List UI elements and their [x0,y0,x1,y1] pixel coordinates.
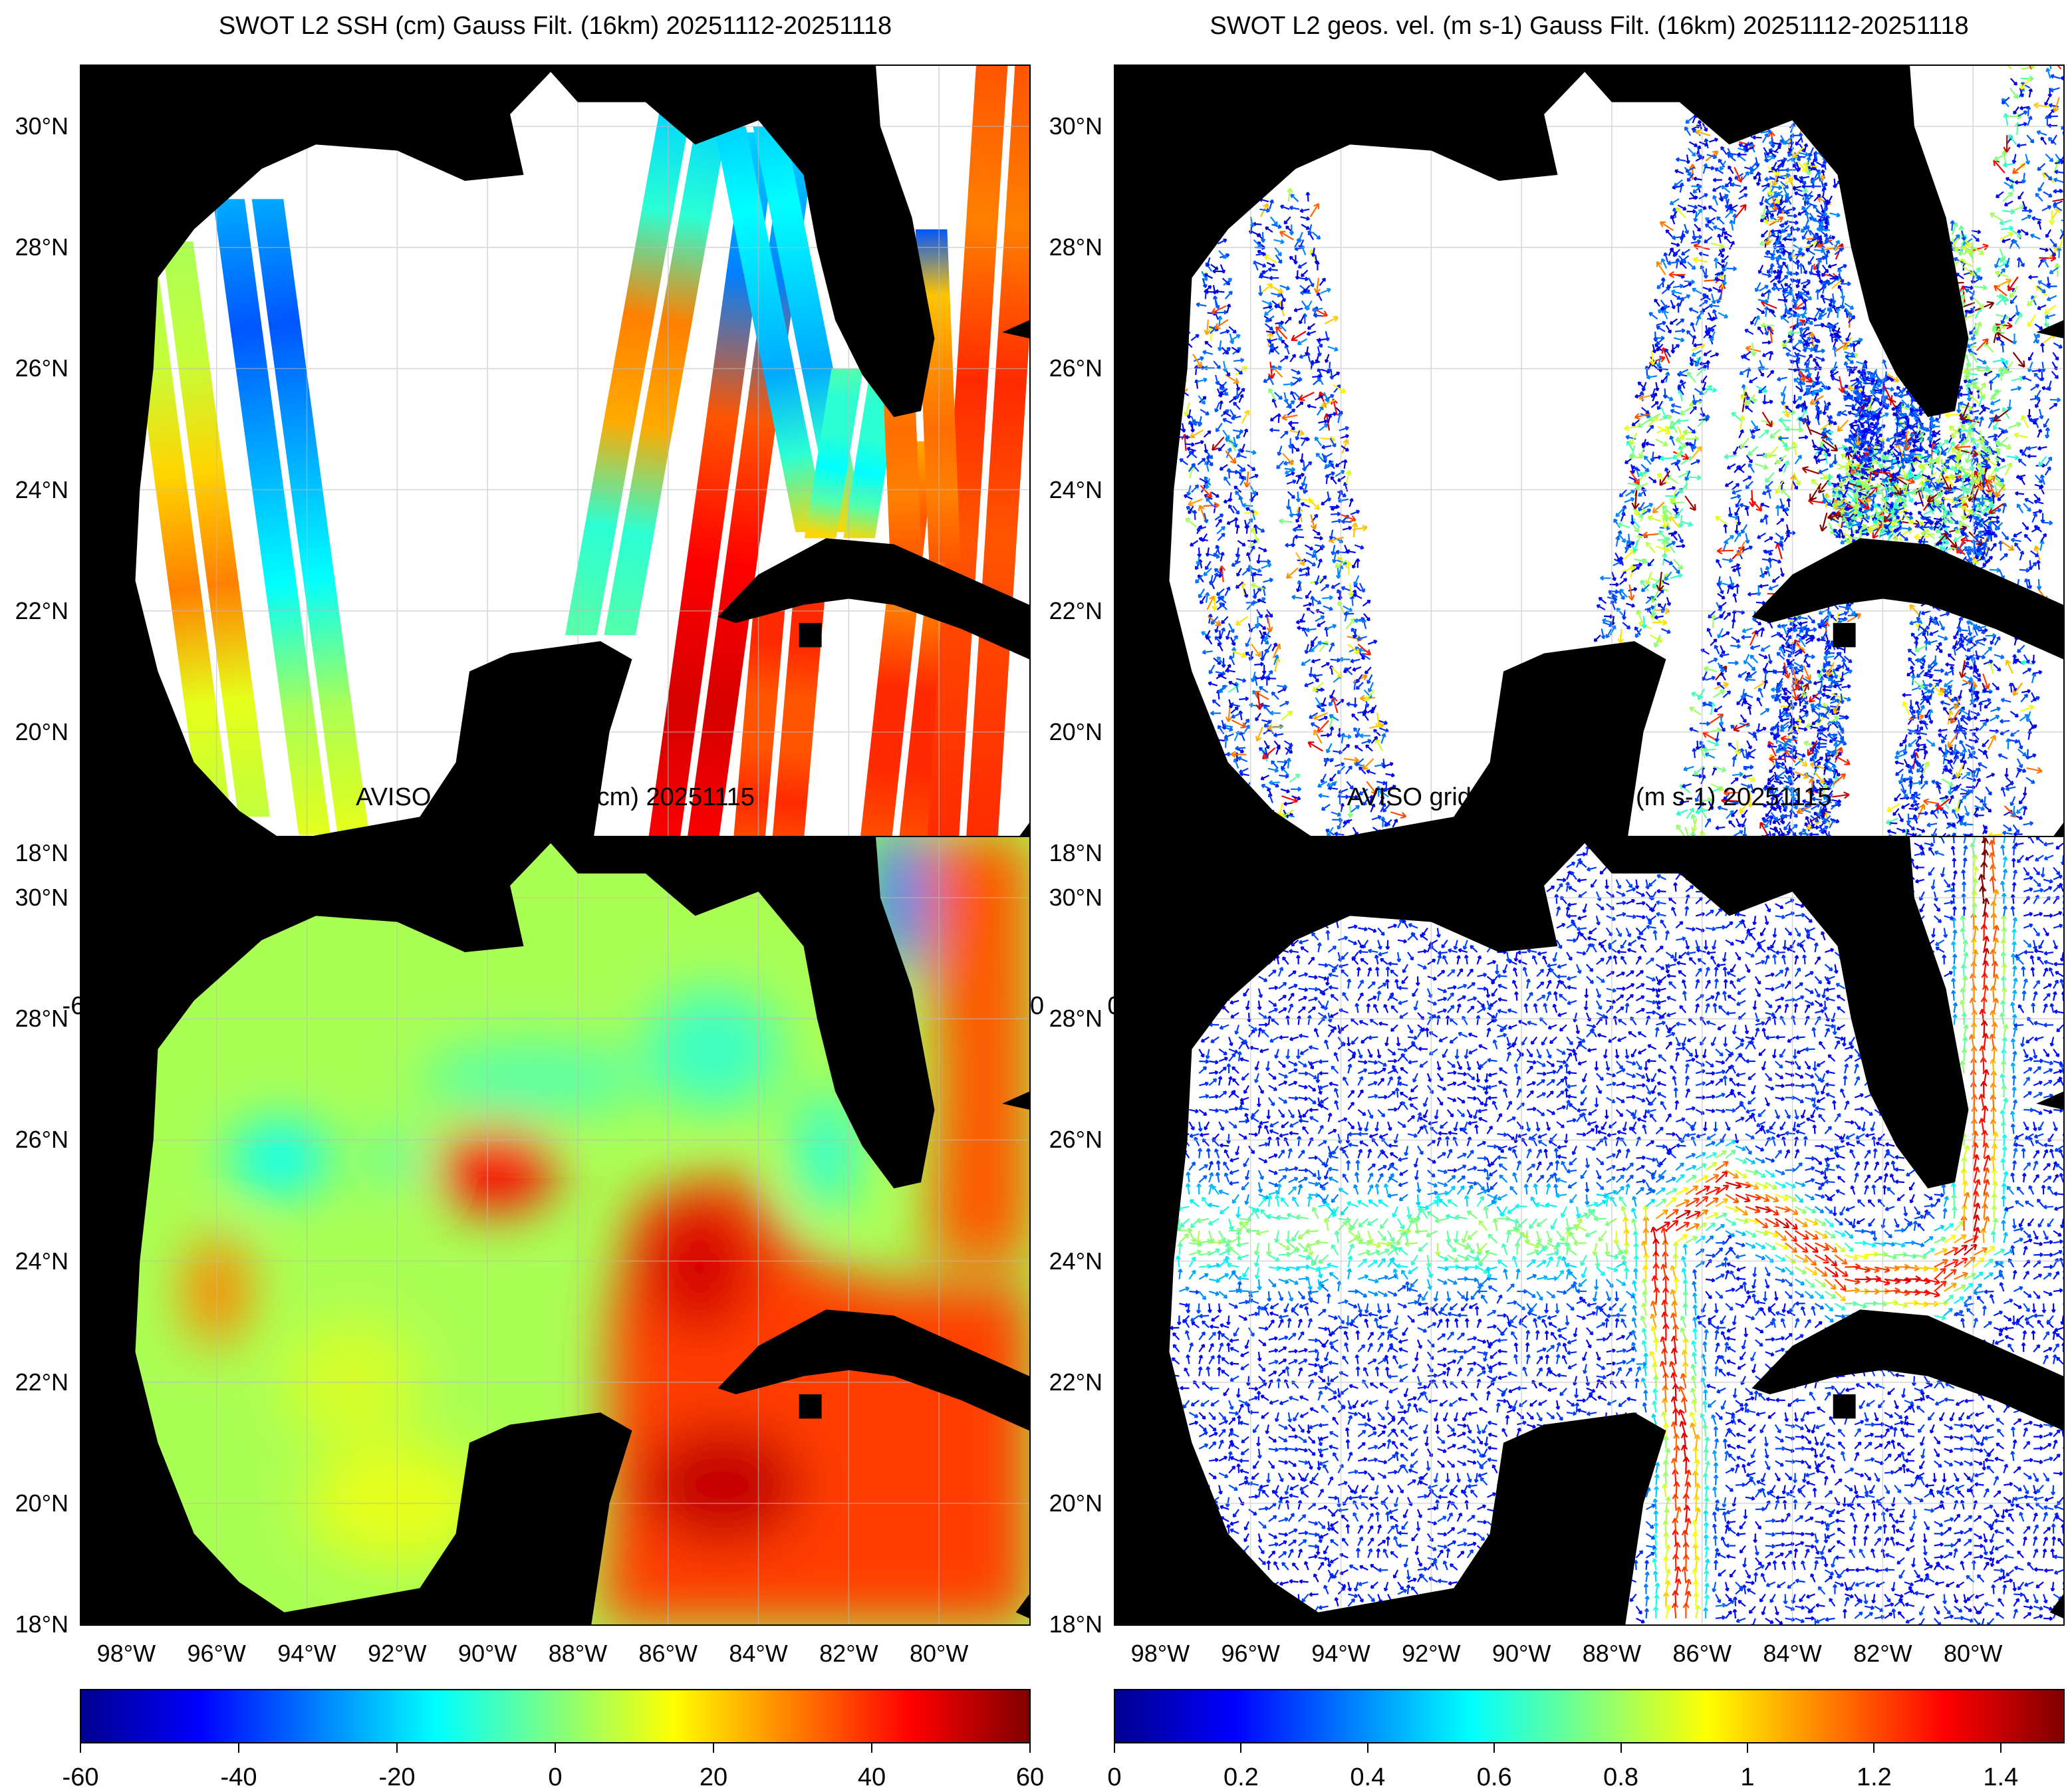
lon-tick-label: 90°W [458,1640,517,1668]
lat-tick-label: 26°N [1049,354,1102,382]
map-canvas [81,837,1029,1624]
panel-swot-ssh: SWOT L2 SSH (cm) Gauss Filt. (16km) 2025… [0,0,1034,771]
map-aviso-ssh [80,836,1031,1626]
colorbar-tick [80,1743,81,1753]
lon-tick-label: 98°W [97,1640,156,1668]
colorbar [80,1689,1031,1743]
colorbar-tick-label: 0 [548,1763,562,1792]
colorbar-tick-label: 60 [1016,1763,1044,1792]
map-canvas [1115,837,2063,1624]
lat-tick-label: 22°N [1049,597,1102,625]
map-swot-ssh [80,64,1031,854]
lon-tick-label: 86°W [639,1640,698,1668]
lat-tick-label: 30°N [15,112,68,140]
land-mass [799,623,822,647]
lon-tick-label: 94°W [277,1640,336,1668]
colorbar-tick-label: 20 [700,1763,727,1792]
colorbar-tick [871,1743,872,1753]
lat-tick-label: 28°N [15,233,68,261]
panel-aviso-vel: AVISO gridded geos. vel. (m s-1) 2025111… [1034,771,2068,1543]
panel-title: SWOT L2 SSH (cm) Gauss Filt. (16km) 2025… [80,12,1031,41]
colorbar-tick-label: -40 [221,1763,257,1792]
lat-tick-label: 20°N [15,1489,68,1517]
lat-tick-label: 30°N [1049,112,1102,140]
colorbar-tick-label: 40 [858,1763,886,1792]
lat-tick-label: 28°N [1049,233,1102,261]
lon-tick-label: 88°W [549,1640,607,1668]
colorbar-tick-label: -60 [63,1763,99,1792]
lat-tick-label: 20°N [15,718,68,746]
lat-tick-label: 24°N [1049,476,1102,504]
panel-aviso-ssh: AVISO gridded SSH (cm) 20251115 30°N 28°N… [0,771,1034,1543]
map-canvas [81,66,1029,853]
lon-tick-label: 82°W [819,1640,878,1668]
lat-tick-label: 24°N [15,1247,68,1275]
colorbar-tick [555,1743,556,1753]
colorbar-tick [713,1743,714,1753]
lat-tick-label: 22°N [15,597,68,625]
panel-title: AVISO gridded SSH (cm) 20251115 [80,783,1031,812]
panel-swot-vel: SWOT L2 geos. vel. (m s-1) Gauss Filt. (… [1034,0,2068,771]
lon-tick-label: 92°W [368,1640,426,1668]
lat-tick-label: 28°N [15,1005,68,1033]
colorbar-tick-label: -20 [379,1763,416,1792]
map-aviso-vel [1114,836,2065,1626]
map-canvas [1115,66,2063,853]
lat-tick-label: 18°N [15,1610,68,1638]
colorbar-tick [396,1743,398,1753]
lon-tick-label: 80°W [910,1640,968,1668]
map-swot-vel [1114,64,2065,854]
colorbar-tick [238,1743,239,1753]
lon-tick-label: 96°W [187,1640,245,1668]
panel-title: SWOT L2 geos. vel. (m s-1) Gauss Filt. (… [1114,12,2065,41]
lat-tick-label: 26°N [15,1126,68,1154]
lat-tick-label: 20°N [1049,718,1102,746]
lat-tick-label: 24°N [15,476,68,504]
panel-title: AVISO gridded geos. vel. (m s-1) 2025111… [1114,783,2065,812]
lat-tick-label: 22°N [15,1368,68,1396]
lat-tick-label: 26°N [15,354,68,382]
colorbar-tick [1029,1743,1031,1753]
lon-tick-label: 84°W [729,1640,787,1668]
land-mass [799,1394,822,1418]
lat-tick-label: 30°N [15,884,68,912]
land-mass [1833,623,1856,647]
